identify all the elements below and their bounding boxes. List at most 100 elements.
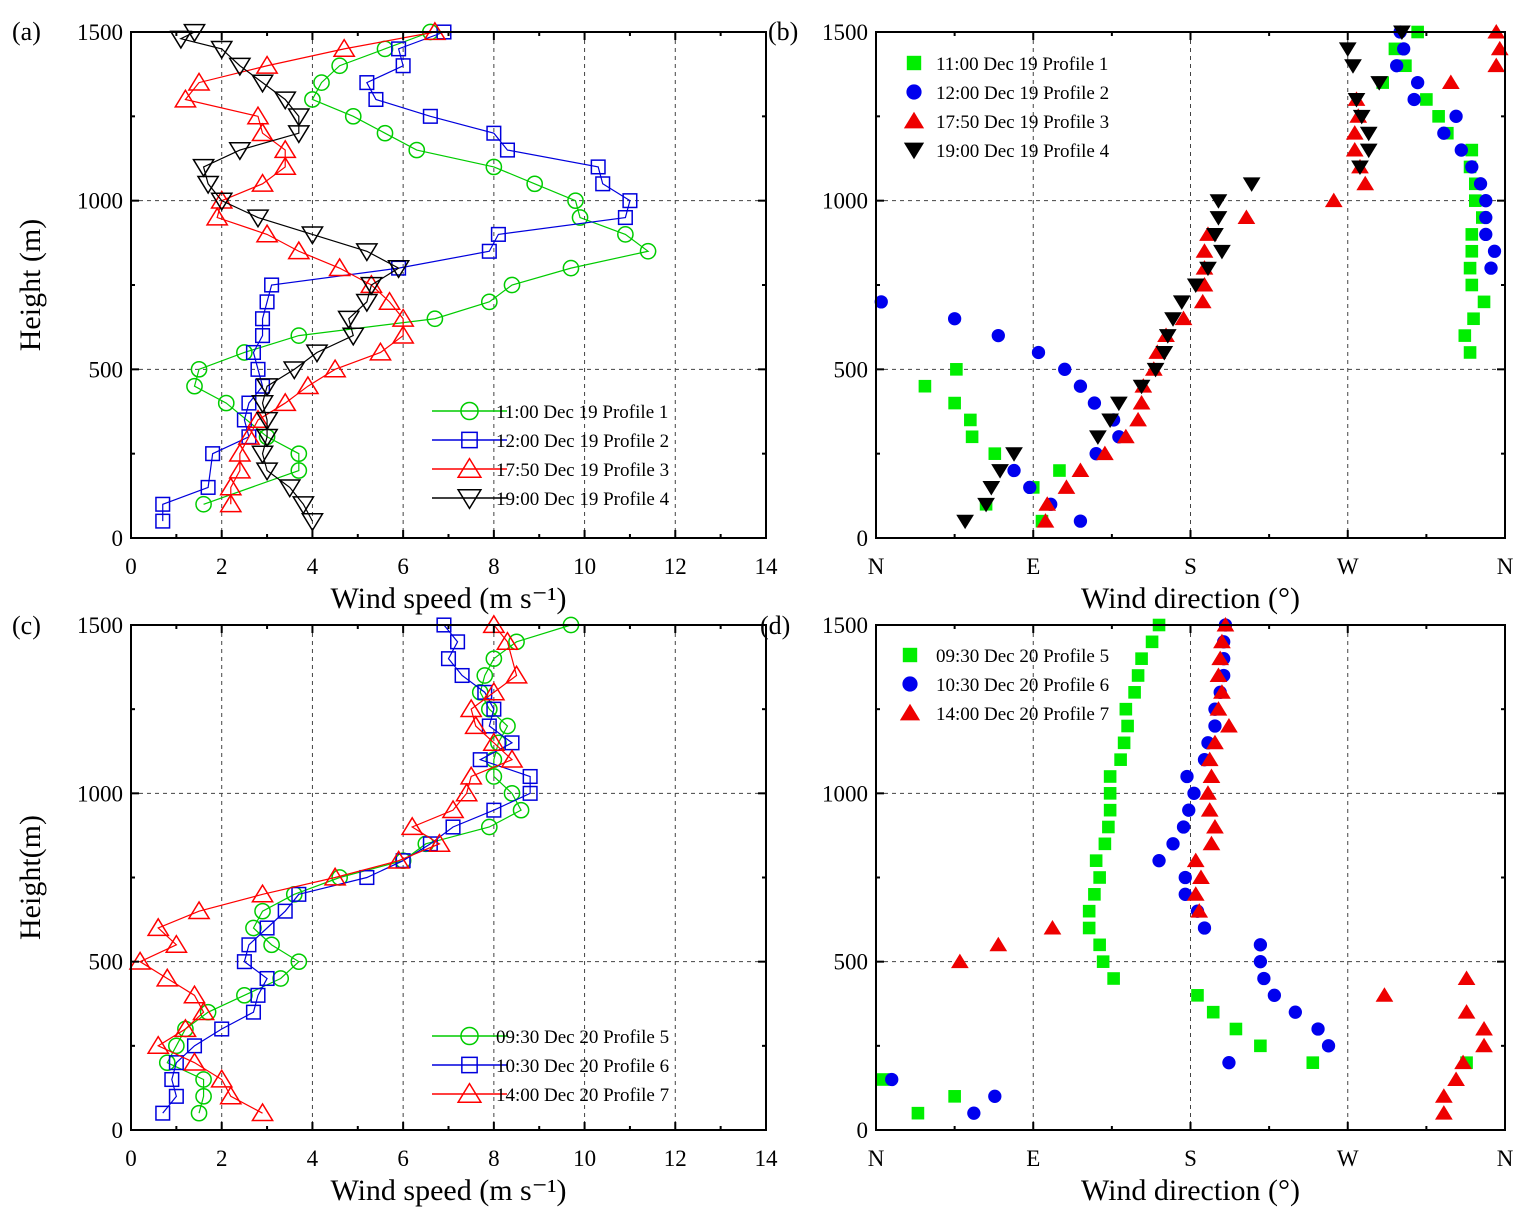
data-point bbox=[1397, 42, 1411, 56]
x-tick-label: 12 bbox=[664, 554, 687, 579]
data-point bbox=[155, 1105, 171, 1121]
x-tick-label: 0 bbox=[125, 1146, 137, 1171]
data-point bbox=[482, 732, 506, 751]
data-point bbox=[1128, 686, 1141, 699]
data-point bbox=[200, 479, 216, 495]
x-tick-label: 4 bbox=[307, 1146, 319, 1171]
data-point bbox=[273, 156, 297, 176]
data-point bbox=[1306, 1056, 1320, 1069]
data-point bbox=[1254, 1039, 1267, 1053]
data-point bbox=[590, 159, 606, 175]
data-point bbox=[1206, 734, 1224, 750]
data-point bbox=[1206, 227, 1224, 243]
legend-entry: 19:00 Dec 19 Profile 4 bbox=[936, 141, 1110, 162]
data-point bbox=[1036, 513, 1055, 528]
y-tick-label: 1000 bbox=[822, 781, 868, 806]
panel-label: (a) bbox=[12, 17, 41, 46]
series-3 bbox=[951, 616, 1493, 1120]
data-point bbox=[947, 312, 962, 326]
data-point bbox=[1267, 988, 1282, 1002]
data-point bbox=[251, 1102, 274, 1122]
data-point bbox=[982, 480, 1001, 496]
data-point bbox=[1089, 430, 1107, 445]
data-point bbox=[291, 496, 315, 515]
data-point bbox=[503, 784, 521, 802]
data-point bbox=[196, 175, 220, 195]
data-point bbox=[977, 497, 995, 513]
data-point bbox=[305, 344, 329, 364]
data-point bbox=[562, 259, 580, 277]
legend-marker bbox=[461, 431, 478, 449]
data-point bbox=[359, 274, 383, 294]
x-tick-label: 6 bbox=[397, 1146, 409, 1171]
data-point bbox=[376, 124, 394, 142]
legend-entry: 10:30 Dec 20 Profile 6 bbox=[936, 675, 1109, 696]
data-point bbox=[1005, 447, 1023, 462]
data-point bbox=[1242, 177, 1261, 192]
data-point bbox=[169, 30, 193, 50]
data-point bbox=[1082, 921, 1096, 935]
y-tick-label: 0 bbox=[857, 1118, 869, 1143]
series-line bbox=[162, 624, 531, 1114]
data-point bbox=[241, 937, 257, 953]
data-point bbox=[1206, 818, 1224, 834]
data-point bbox=[1321, 1039, 1336, 1053]
data-point bbox=[445, 819, 461, 835]
data-point bbox=[331, 57, 348, 75]
data-point bbox=[1463, 261, 1477, 275]
x-tick-label: 2 bbox=[216, 554, 228, 579]
data-point bbox=[1211, 650, 1230, 666]
x-tick-label: 8 bbox=[488, 1146, 500, 1171]
series-3 bbox=[128, 614, 528, 1122]
data-point bbox=[1164, 312, 1182, 327]
y-tick-label: 1500 bbox=[822, 20, 868, 45]
data-point bbox=[422, 108, 438, 124]
data-point bbox=[158, 1054, 176, 1072]
data-point bbox=[1209, 667, 1228, 682]
data-point bbox=[1347, 93, 1366, 108]
data-point bbox=[187, 71, 211, 91]
data-point bbox=[1359, 126, 1378, 142]
data-point bbox=[1191, 989, 1204, 1002]
series-4 bbox=[956, 25, 1411, 530]
series-line bbox=[193, 31, 650, 505]
data-point bbox=[1288, 1005, 1302, 1019]
data-point bbox=[255, 55, 279, 74]
panel-d: N E S W N 0 500 1000 1500 Wind direction (°) (d) 09… bbox=[760, 611, 1514, 1207]
y-tick-label: 1000 bbox=[822, 189, 868, 214]
data-point bbox=[1116, 428, 1135, 444]
data-point bbox=[395, 58, 411, 74]
data-point bbox=[195, 1087, 212, 1105]
data-point bbox=[1407, 92, 1421, 107]
x-tick-label: W bbox=[1337, 554, 1359, 579]
data-point bbox=[526, 175, 544, 193]
legend-entry: 11:00 Dec 19 Profile 1 bbox=[496, 402, 668, 423]
y-tick-label: 500 bbox=[834, 950, 869, 975]
data-point bbox=[228, 443, 252, 462]
data-point bbox=[1192, 869, 1210, 884]
data-point bbox=[1102, 820, 1115, 834]
data-point bbox=[313, 74, 330, 91]
data-point bbox=[228, 141, 252, 161]
data-point bbox=[195, 495, 212, 513]
data-point bbox=[259, 920, 275, 936]
legend-entry: 09:30 Dec 20 Profile 5 bbox=[936, 646, 1109, 667]
data-point bbox=[304, 91, 321, 108]
data-point bbox=[173, 88, 197, 108]
legend-entry: 14:00 Dec 20 Profile 7 bbox=[936, 704, 1109, 725]
legend: 11:00 Dec 19 Profile 1 12:00 Dec 19 Profi… bbox=[432, 401, 670, 510]
data-point bbox=[400, 816, 424, 836]
y-tick-label: 1000 bbox=[77, 781, 123, 806]
data-point bbox=[323, 358, 347, 378]
data-point bbox=[1145, 635, 1159, 649]
data-point bbox=[486, 701, 502, 717]
data-point bbox=[254, 902, 271, 920]
data-point bbox=[387, 850, 411, 869]
data-point bbox=[911, 1106, 925, 1120]
data-point bbox=[1338, 42, 1357, 57]
data-point bbox=[1202, 835, 1221, 851]
data-point bbox=[1465, 143, 1479, 157]
data-point bbox=[332, 38, 356, 57]
series-line bbox=[166, 624, 572, 1114]
data-point bbox=[454, 667, 470, 684]
